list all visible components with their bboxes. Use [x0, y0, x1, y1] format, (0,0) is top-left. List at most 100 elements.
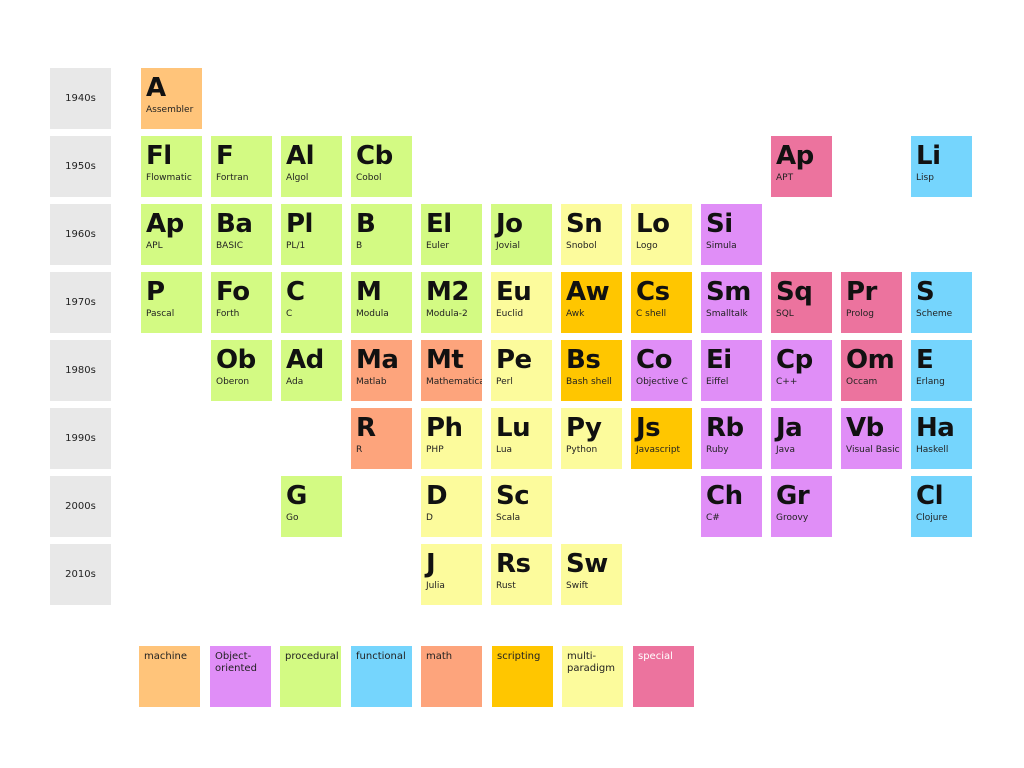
- language-cell-awk: Aw Awk: [561, 272, 622, 333]
- language-symbol: Sw: [566, 549, 608, 579]
- decade-label-1990s: 1990s: [50, 408, 111, 469]
- legend-special: special: [633, 646, 694, 707]
- language-name: Haskell: [916, 445, 949, 455]
- language-name: Lisp: [916, 173, 934, 183]
- language-name: BASIC: [216, 241, 243, 251]
- language-name: Smalltalk: [706, 309, 748, 319]
- language-name: PL/1: [286, 241, 306, 251]
- language-cell-fortran: F Fortran: [211, 136, 272, 197]
- legend-math: math: [421, 646, 482, 707]
- language-name: C: [286, 309, 293, 319]
- language-name: Go: [286, 513, 299, 523]
- language-name: Fortran: [216, 173, 249, 183]
- language-name: Lua: [496, 445, 513, 455]
- language-cell-rust: Rs Rust: [491, 544, 552, 605]
- language-symbol: E: [916, 345, 934, 375]
- language-cell-python: Py Python: [561, 408, 622, 469]
- language-name: B: [356, 241, 363, 251]
- language-symbol: Sc: [496, 481, 530, 511]
- language-name: Java: [776, 445, 796, 455]
- language-name: Jovial: [496, 241, 521, 251]
- language-symbol: Sm: [706, 277, 751, 307]
- language-symbol: R: [356, 413, 376, 443]
- language-cell-php: Ph PHP: [421, 408, 482, 469]
- language-symbol: Pr: [846, 277, 877, 307]
- language-cell-assembler: A Assembler: [141, 68, 202, 129]
- language-name: D: [426, 513, 433, 523]
- language-symbol: Vb: [846, 413, 884, 443]
- language-cell-occam: Om Occam: [841, 340, 902, 401]
- language-cell-clojure: Cl Clojure: [911, 476, 972, 537]
- language-symbol: Rb: [706, 413, 744, 443]
- decade-label-1940s: 1940s: [50, 68, 111, 129]
- legend-functional: functional: [351, 646, 412, 707]
- language-cell-algol: Al Algol: [281, 136, 342, 197]
- language-symbol: Ba: [216, 209, 253, 239]
- language-name: Euclid: [496, 309, 524, 319]
- language-cell-snobol: Sn Snobol: [561, 204, 622, 265]
- language-name: Mathematica: [426, 377, 482, 387]
- language-cell-scheme: S Scheme: [911, 272, 972, 333]
- legend-multi: multi-paradigm: [562, 646, 623, 707]
- language-symbol: Ph: [426, 413, 463, 443]
- language-name: Modula: [356, 309, 389, 319]
- decade-label-1970s: 1970s: [50, 272, 111, 333]
- language-symbol: Sq: [776, 277, 813, 307]
- language-cell-pascal: P Pascal: [141, 272, 202, 333]
- language-name: Eiffel: [706, 377, 729, 387]
- language-cell-mathematica: Mt Mathematica: [421, 340, 482, 401]
- language-name: Simula: [706, 241, 737, 251]
- language-cell-euclid: Eu Euclid: [491, 272, 552, 333]
- language-name: Ruby: [706, 445, 729, 455]
- decade-label-1950s: 1950s: [50, 136, 111, 197]
- language-symbol: Ad: [286, 345, 324, 375]
- language-symbol: Js: [636, 413, 661, 443]
- language-name: Visual Basic: [846, 445, 900, 455]
- language-cell-erlang: E Erlang: [911, 340, 972, 401]
- language-symbol: S: [916, 277, 935, 307]
- language-symbol: Cs: [636, 277, 670, 307]
- language-name: Clojure: [916, 513, 948, 523]
- language-symbol: B: [356, 209, 376, 239]
- language-name: Logo: [636, 241, 658, 251]
- language-cell-lua: Lu Lua: [491, 408, 552, 469]
- language-symbol: Ob: [216, 345, 256, 375]
- language-name: Swift: [566, 581, 589, 591]
- language-symbol: Fo: [216, 277, 250, 307]
- language-name: Forth: [216, 309, 240, 319]
- language-symbol: Om: [846, 345, 895, 375]
- language-name: Bash shell: [566, 377, 612, 387]
- language-name: Matlab: [356, 377, 387, 387]
- language-name: Modula-2: [426, 309, 468, 319]
- language-cell-perl: Pe Perl: [491, 340, 552, 401]
- language-name: Occam: [846, 377, 878, 387]
- language-cell-ruby: Rb Ruby: [701, 408, 762, 469]
- language-cell-pl-1: Pl PL/1: [281, 204, 342, 265]
- language-symbol: G: [286, 481, 307, 511]
- language-symbol: Gr: [776, 481, 810, 511]
- language-symbol: C: [286, 277, 305, 307]
- language-name: Scheme: [916, 309, 953, 319]
- language-cell-groovy: Gr Groovy: [771, 476, 832, 537]
- language-cell-matlab: Ma Matlab: [351, 340, 412, 401]
- language-name: Julia: [426, 581, 445, 591]
- language-symbol: Cp: [776, 345, 813, 375]
- language-symbol: Eu: [496, 277, 532, 307]
- language-name: Flowmatic: [146, 173, 192, 183]
- language-name: SQL: [776, 309, 794, 319]
- language-cell-modula-2: M2 Modula-2: [421, 272, 482, 333]
- language-symbol: Ha: [916, 413, 955, 443]
- language-name: C#: [706, 513, 720, 523]
- language-symbol: Sn: [566, 209, 603, 239]
- language-name: Awk: [566, 309, 585, 319]
- language-cell-eiffel: Ei Eiffel: [701, 340, 762, 401]
- language-cell-swift: Sw Swift: [561, 544, 622, 605]
- language-name: Euler: [426, 241, 450, 251]
- language-cell-sql: Sq SQL: [771, 272, 832, 333]
- language-cell-forth: Fo Forth: [211, 272, 272, 333]
- language-symbol: Bs: [566, 345, 601, 375]
- language-symbol: Py: [566, 413, 602, 443]
- language-symbol: D: [426, 481, 448, 511]
- language-name: Pascal: [146, 309, 175, 319]
